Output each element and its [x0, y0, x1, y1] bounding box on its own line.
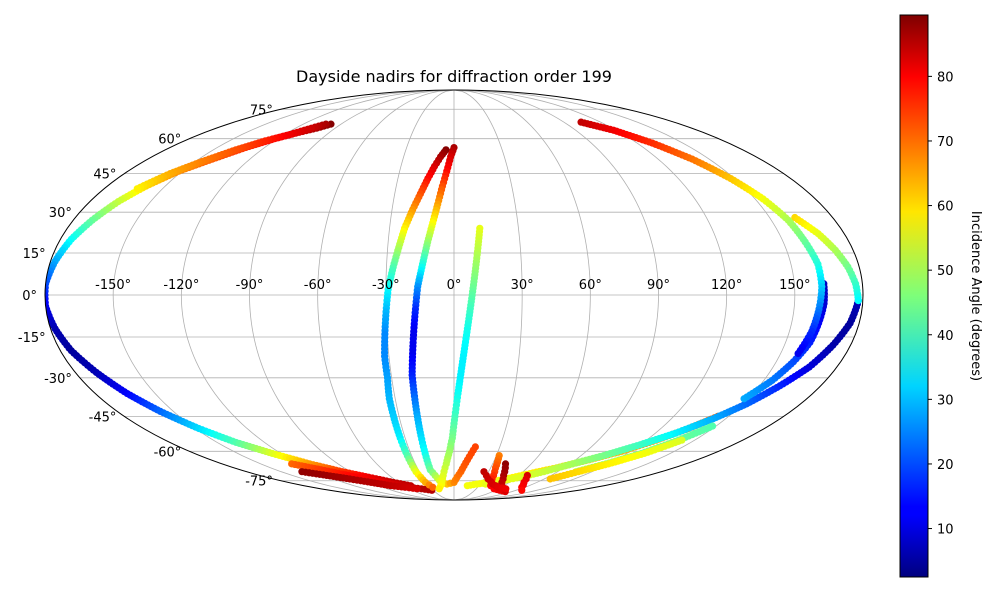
data-point: [429, 483, 437, 491]
latitude-tick-label: 30°: [49, 206, 72, 221]
longitude-tick-label: 30°: [511, 278, 534, 293]
data-point: [794, 349, 802, 358]
longitude-gridline: [112, 89, 455, 501]
colorbar-tick-label: 70: [937, 135, 954, 150]
latitude-tick-label: 15°: [23, 247, 46, 262]
colorbar-ticks: 10 20 30 40 50 60 70 80: [928, 70, 954, 538]
data-point: [435, 485, 443, 493]
longitude-tick-label: -90°: [236, 278, 264, 293]
colorbar-tick-label: 20: [937, 458, 954, 473]
colorbar-tick-label: 60: [937, 200, 954, 215]
data-point: [678, 436, 686, 444]
longitude-tick-label: 120°: [711, 278, 742, 293]
data-point: [502, 485, 510, 493]
data-point: [463, 482, 471, 490]
colorbar: [899, 14, 929, 578]
latitude-tick-label: -75°: [245, 475, 273, 490]
longitude-tick-label: -150°: [95, 278, 131, 293]
latitude-tick-label: 60°: [158, 133, 181, 148]
data-point: [854, 297, 862, 305]
longitude-tick-label: 150°: [779, 278, 810, 293]
data-point: [133, 185, 141, 193]
latitude-tick-label: -15°: [18, 331, 46, 346]
latitude-tick-label: -45°: [89, 410, 117, 425]
longitude-gridline: [453, 89, 591, 501]
colorbar-tick-label: 40: [937, 329, 954, 344]
colorbar-tick-label: 10: [937, 523, 954, 538]
longitude-tick-label: -120°: [163, 278, 199, 293]
longitude-gridline: [453, 89, 796, 501]
longitude-gridline: [453, 89, 659, 501]
longitude-tick-label: 90°: [647, 278, 670, 293]
longitude-tick-label: -30°: [372, 278, 400, 293]
colorbar-tick-label: 30: [937, 393, 954, 408]
data-point: [413, 485, 421, 493]
latitude-tick-label: 75°: [250, 103, 273, 118]
longitude-gridline: [317, 89, 455, 501]
longitude-tick-label: -60°: [304, 278, 332, 293]
data-point: [708, 422, 717, 430]
chart-title: Dayside nadirs for diffraction order 199: [296, 67, 612, 86]
data-point: [518, 486, 526, 494]
colorbar-tick-label: 80: [937, 70, 954, 85]
colorbar-tick-label: 50: [937, 264, 954, 279]
latitude-tick-label: -60°: [154, 445, 182, 460]
data-points: [45, 118, 862, 496]
latitude-tick-label: 45°: [93, 168, 116, 183]
colorbar-label: Incidence Angle (degrees): [968, 211, 983, 381]
longitude-tick-label: 0°: [447, 278, 462, 293]
longitude-tick-label: 60°: [579, 278, 602, 293]
latitude-tick-label: 0°: [22, 289, 37, 304]
axis-ticks: -150° -120° -90° -60° -30° 0° 30° 60° 90° 120° 150…: [18, 103, 811, 489]
longitude-gridline: [249, 89, 455, 501]
latitude-tick-label: -30°: [44, 372, 72, 387]
data-point: [471, 443, 479, 451]
longitude-gridline: [453, 89, 523, 501]
map-boundary: [44, 89, 864, 501]
